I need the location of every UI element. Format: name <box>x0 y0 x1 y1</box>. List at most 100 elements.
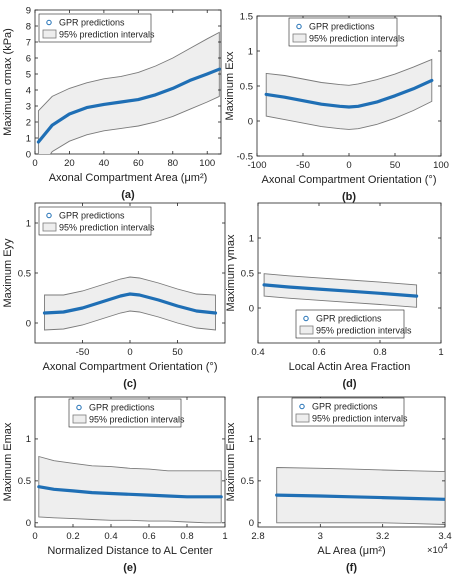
x-tick-label: 0 <box>32 531 37 542</box>
x-tick-label: 20 <box>64 158 75 169</box>
x-tick-label: 0.8 <box>180 531 193 542</box>
panel-caption: (c) <box>123 378 137 390</box>
panel-a: 0 20 40 60 80 100 0 1 2 3 4 5 6 7 8 9 Axonal Compartment… <box>2 5 222 201</box>
prediction-interval-band <box>37 31 220 154</box>
gpr-prediction-line <box>262 283 419 298</box>
y-tick-label: 0.5 <box>241 476 254 487</box>
y-tick-label: 4 <box>26 85 31 96</box>
prediction-interval-band <box>38 455 222 524</box>
legend: GPR predictions 95% prediction intervals <box>68 398 185 428</box>
y-tick-label: 3 <box>26 101 31 112</box>
legend-marker-prediction-icon <box>46 19 52 26</box>
x-axis-label: Normalized Distance to AL Center <box>47 545 213 557</box>
y-tick-label: 1 <box>26 133 31 144</box>
legend-swatch-interval-icon <box>42 222 57 232</box>
y-tick-label: 1 <box>26 218 31 229</box>
legend-box <box>291 397 405 427</box>
legend-swatch-interval-icon <box>295 413 310 423</box>
panel-d: 0.4 0.6 0.8 1 0 0.5 1 Local Actin Area Fraction… <box>225 202 444 390</box>
legend-swatch-interval-icon <box>72 414 87 424</box>
y-tick-label: 0 <box>248 116 253 127</box>
x-axis-label: Axonal Compartment Orientation (°) <box>43 361 218 373</box>
legend-label-predictions: GPR predictions <box>89 403 155 413</box>
y-tick-label: 0.5 <box>241 268 254 279</box>
legend-label-predictions: GPR predictions <box>59 18 125 28</box>
legend-label-predictions: GPR predictions <box>309 22 375 32</box>
x-tick-label: -50 <box>296 160 310 171</box>
y-tick-label: 0.5 <box>240 81 253 92</box>
legend-marker-prediction-icon <box>76 404 82 411</box>
legend-label-interval: 95% prediction intervals <box>59 223 155 233</box>
y-tick-label: 1 <box>249 434 254 445</box>
legend: GPR predictions 95% prediction intervals <box>38 13 155 43</box>
legend-label-interval: 95% prediction intervals <box>309 34 405 44</box>
x-tick-label: 40 <box>99 158 110 169</box>
y-tick-label: 2 <box>26 117 31 128</box>
x-tick-label: 0 <box>32 158 37 169</box>
x-tick-label: 0.4 <box>251 347 264 358</box>
x-axis-label: Local Actin Area Fraction <box>289 361 411 373</box>
legend: GPR predictions 95% prediction intervals <box>291 397 408 427</box>
y-tick-label: 1 <box>248 46 253 57</box>
y-axis-label: Maximum Emax <box>225 422 237 501</box>
x-tick-label: 0.6 <box>142 531 155 542</box>
gpr-prediction-line <box>264 78 434 109</box>
legend-swatch-interval-icon <box>292 33 307 43</box>
y-axis-label: Maximum Eyy <box>2 238 14 308</box>
y-tick-label: 0 <box>26 518 31 529</box>
gpr-prediction-line <box>275 493 445 501</box>
y-tick-label: 0 <box>26 318 31 329</box>
legend-label-predictions: GPR predictions <box>59 211 125 221</box>
panel-caption: (b) <box>342 191 356 203</box>
panel-caption: (f) <box>346 562 357 574</box>
x-tick-label: 50 <box>172 347 183 358</box>
x-tick-label: -100 <box>247 160 266 171</box>
legend-marker-prediction-icon <box>296 23 302 30</box>
x-axis-exponent-power: 4 <box>443 542 448 551</box>
x-tick-label: 1 <box>438 347 443 358</box>
x-tick-label: 3.2 <box>376 531 389 542</box>
x-tick-label: 0.4 <box>104 531 117 542</box>
x-tick-label: 50 <box>390 160 401 171</box>
x-tick-label: 3 <box>318 531 323 542</box>
panel-b: -100 -50 0 50 100 -0.5 0 0.5 1 1.5 Axonal Compartm… <box>224 11 449 203</box>
y-tick-label: 1 <box>249 233 254 244</box>
y-tick-label: 7 <box>26 37 31 48</box>
legend-swatch-interval-icon <box>299 325 314 335</box>
x-tick-label: 0.6 <box>312 347 325 358</box>
legend-box <box>68 398 182 428</box>
x-tick-label: 0.2 <box>66 531 79 542</box>
legend: GPR predictions 95% prediction intervals <box>38 206 155 236</box>
x-axis-label: AL Area (μm²) <box>317 545 385 557</box>
panel-caption: (d) <box>342 378 356 390</box>
y-tick-label: 1.5 <box>240 11 253 22</box>
x-tick-label: 0 <box>127 347 132 358</box>
gpr-prediction-line <box>36 67 221 144</box>
x-tick-label: 0 <box>346 160 351 171</box>
gpr-prediction-line <box>42 292 218 315</box>
legend-label-predictions: GPR predictions <box>316 314 382 324</box>
x-axis-label: Axonal Compartment Area (μm²) <box>49 172 208 184</box>
x-tick-label: 2.8 <box>251 531 264 542</box>
legend-box <box>288 17 398 47</box>
y-tick-label: -0.5 <box>237 151 253 162</box>
legend-box <box>295 309 405 339</box>
y-axis-label: Maximum Exx <box>224 51 236 121</box>
y-tick-label: 0.5 <box>18 268 31 279</box>
gpr-prediction-line <box>37 485 223 499</box>
x-tick-label: 100 <box>199 158 215 169</box>
legend-marker-prediction-icon <box>303 315 309 322</box>
x-tick-label: 100 <box>433 160 449 171</box>
legend-box <box>38 206 152 236</box>
y-tick-label: 5 <box>26 69 31 80</box>
x-tick-label: 0.8 <box>373 347 386 358</box>
legend-label-interval: 95% prediction intervals <box>312 414 408 424</box>
legend: GPR predictions 95% prediction intervals <box>288 17 405 47</box>
legend-marker-prediction-icon <box>299 403 305 410</box>
y-tick-label: 0.5 <box>18 476 31 487</box>
y-tick-label: 8 <box>26 21 31 32</box>
y-tick-label: 0 <box>249 303 254 314</box>
y-axis-label: Maximum γmax <box>225 234 237 312</box>
y-tick-label: 6 <box>26 53 31 64</box>
